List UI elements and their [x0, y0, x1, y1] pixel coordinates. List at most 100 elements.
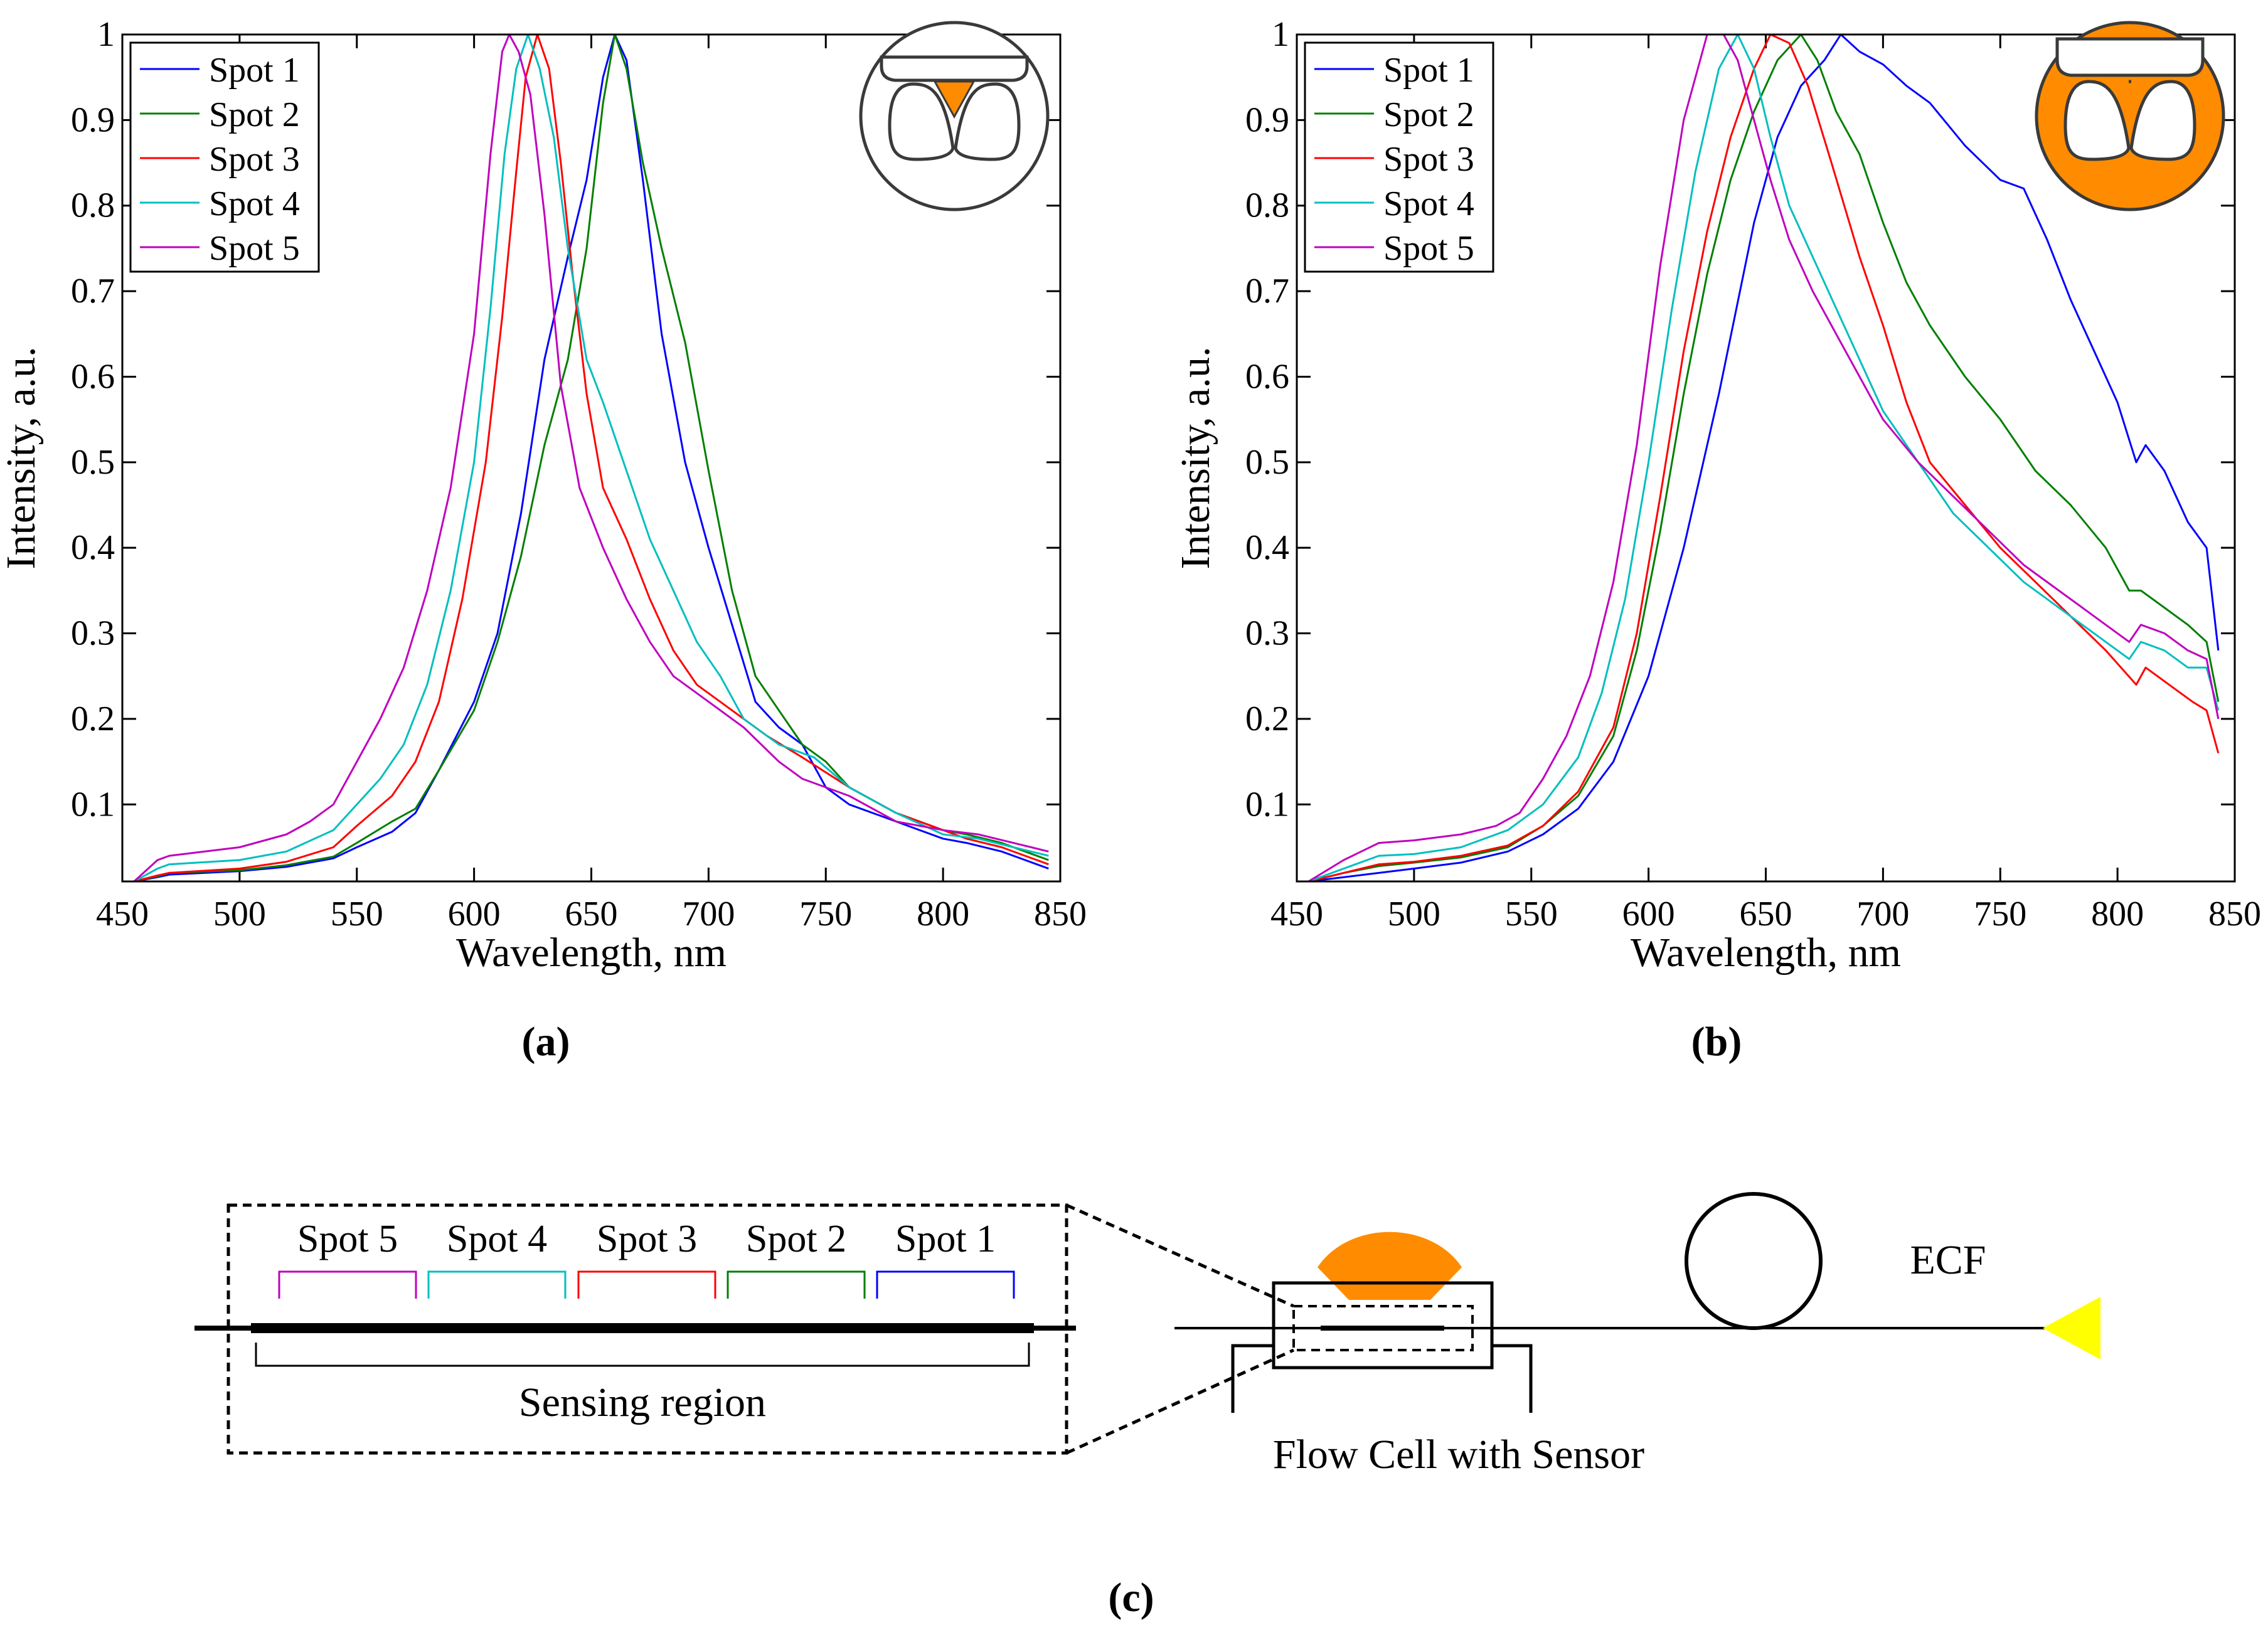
y-tick-label: 0.1 — [1245, 785, 1289, 824]
flow-cell-body — [1272, 1281, 1494, 1370]
flow-cell-drop — [1318, 1232, 1462, 1300]
light-source-triangle — [2043, 1297, 2100, 1359]
flow-cell-left-port — [1231, 1344, 1274, 1413]
series-line-spot-5 — [1307, 33, 2220, 883]
ecf-fiber-loop — [1685, 1192, 1823, 1330]
y-tick-label: 0.3 — [71, 614, 115, 653]
panel-label-c: (c) — [1108, 1575, 1154, 1620]
x-tick-label: 550 — [1505, 895, 1558, 934]
x-tick-label: 750 — [799, 895, 852, 934]
ecf-label: ECF — [1910, 1237, 1986, 1283]
y-tick-label: 1 — [1272, 15, 1289, 54]
spot-label-1: Spot 1 — [895, 1218, 996, 1260]
flow-cell-right-port — [1492, 1344, 1533, 1413]
x-tick-label: 750 — [1974, 895, 2026, 934]
x-tick-label: 450 — [1270, 895, 1323, 934]
series-line-spot-5 — [133, 33, 1049, 883]
sensing-region-zoom-box — [226, 1203, 1068, 1455]
legend-label-spot-2: Spot 2 — [209, 95, 300, 134]
inset-a-right-hole — [954, 82, 1021, 161]
legend-label-spot-5: Spot 5 — [1383, 229, 1474, 268]
y-tick-label: 0.2 — [1245, 700, 1289, 738]
series-line-spot-4 — [1308, 33, 2220, 883]
y-tick-label: 0.7 — [1245, 272, 1289, 311]
inset-a-core-highlight — [933, 80, 976, 119]
spot-label-4: Spot 4 — [447, 1218, 547, 1260]
x-tick-label: 700 — [1856, 895, 1909, 934]
x-tick-label: 850 — [2208, 895, 2261, 934]
legend-label-spot-1: Spot 1 — [209, 51, 300, 90]
x-tick-label: 450 — [96, 895, 149, 934]
panel-a-plot-frame — [121, 33, 1062, 883]
panel-b-chart: 450 500 550 600 650 700 750 800 850 0.1 0.2 0.3 0.4 0… — [1173, 15, 2261, 976]
panel-a-y-axis-label: Intensity, a.u. — [0, 347, 44, 570]
legend-label-spot-1: Spot 1 — [1383, 51, 1474, 90]
panel-a-tick-labels: 450 500 550 600 650 700 750 800 850 0.1 0.2 0.3 0.4 0… — [71, 15, 1087, 934]
inset-b-right-hole — [2129, 80, 2196, 161]
y-tick-label: 0.3 — [1245, 614, 1289, 653]
legend-label-spot-5: Spot 5 — [209, 229, 300, 268]
y-tick-label: 0.4 — [71, 528, 115, 567]
panel-b-series-lines — [1307, 33, 2220, 883]
x-tick-label: 650 — [565, 895, 618, 934]
x-tick-label: 800 — [917, 895, 969, 934]
panel-b-plot-frame — [1296, 33, 2236, 883]
x-tick-label: 650 — [1740, 895, 1792, 934]
spot-bracket-5 — [278, 1270, 417, 1299]
spot-bracket-4 — [427, 1270, 567, 1299]
series-line-spot-4 — [133, 33, 1049, 883]
y-tick-label: 0.8 — [71, 186, 115, 225]
y-tick-label: 0.6 — [71, 357, 115, 396]
panel-b-y-axis-label: Intensity, a.u. — [1173, 347, 1218, 570]
y-tick-label: 1 — [97, 15, 115, 54]
x-tick-label: 500 — [1388, 895, 1440, 934]
panel-a-chart: 450 500 550 600 650 700 750 800 850 0.1 0.2 0.3 0.4 0… — [0, 15, 1087, 976]
y-tick-label: 0.9 — [1245, 100, 1289, 139]
sensing-region-label: Sensing region — [519, 1380, 766, 1425]
spot-bracket-3 — [577, 1270, 716, 1299]
y-tick-label: 0.8 — [1245, 186, 1289, 225]
flow-cell-inner-sensor — [1292, 1305, 1474, 1351]
y-tick-label: 0.2 — [71, 700, 115, 738]
x-tick-label: 550 — [331, 895, 383, 934]
legend-box — [1304, 41, 1494, 273]
zoom-connector-top — [1065, 1203, 1295, 1308]
panel-label-a: (a) — [522, 1019, 570, 1065]
y-tick-label: 0.9 — [71, 100, 115, 139]
panel-b-tick-labels: 450 500 550 600 650 700 750 800 850 0.1 0.2 0.3 0.4 0… — [1245, 15, 2261, 934]
legend-label-spot-4: Spot 4 — [209, 184, 300, 223]
legend-label-spot-4: Spot 4 — [1383, 184, 1474, 223]
panel-b-x-axis-label: Wavelength, nm — [1631, 930, 1901, 976]
x-tick-label: 600 — [1622, 895, 1675, 934]
y-tick-label: 0.4 — [1245, 528, 1289, 567]
panel-a-legend: Spot 1 Spot 2 Spot 3 Spot 4 Spot 5 — [129, 41, 320, 273]
y-tick-label: 0.1 — [71, 785, 115, 824]
spot-label-5: Spot 5 — [297, 1218, 398, 1260]
sensing-region-bracket — [255, 1343, 1030, 1367]
legend-label-spot-2: Spot 2 — [1383, 95, 1474, 134]
panel-label-b: (b) — [1691, 1019, 1742, 1065]
x-tick-label: 800 — [2091, 895, 2144, 934]
zoom-connector-bottom — [1065, 1348, 1295, 1455]
panel-a-x-axis-label: Wavelength, nm — [456, 930, 727, 976]
y-tick-label: 0.5 — [1245, 443, 1289, 482]
inset-a-top-hole — [880, 55, 1029, 82]
panel-a-fiber-inset — [859, 21, 1050, 211]
panel-b-legend: Spot 1 Spot 2 Spot 3 Spot 4 Spot 5 — [1304, 41, 1494, 273]
x-tick-label: 600 — [448, 895, 501, 934]
legend-label-spot-3: Spot 3 — [209, 140, 300, 179]
x-tick-label: 500 — [213, 895, 266, 934]
spot-brackets: Spot 5 Spot 4 Spot 3 Spot 2 Spot 1 — [278, 1218, 1015, 1299]
y-tick-label: 0.5 — [71, 443, 115, 482]
y-tick-label: 0.7 — [71, 272, 115, 311]
series-line-spot-1 — [1308, 33, 2220, 883]
spot-label-2: Spot 2 — [746, 1218, 846, 1260]
inset-b-left-hole — [2063, 80, 2131, 161]
y-tick-label: 0.6 — [1245, 357, 1289, 396]
panel-c-diagram: Spot 5 Spot 4 Spot 3 Spot 2 Spot 1 Sensing r… — [194, 1192, 2100, 1477]
spot-bracket-1 — [876, 1270, 1015, 1299]
spot-label-3: Spot 3 — [597, 1218, 697, 1260]
x-tick-label: 700 — [682, 895, 735, 934]
x-tick-label: 850 — [1034, 895, 1087, 934]
